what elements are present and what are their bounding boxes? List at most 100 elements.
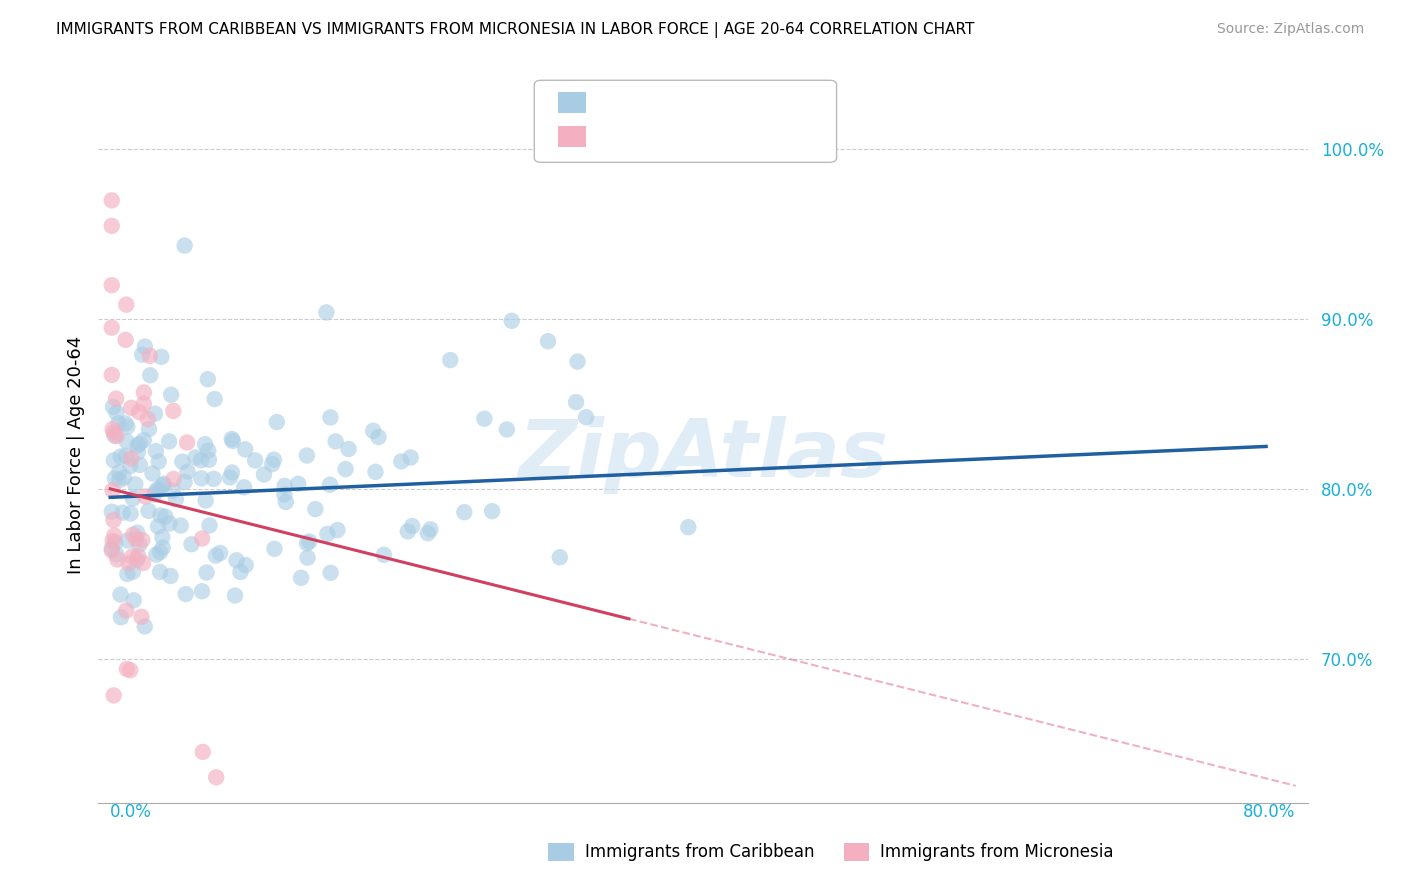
Point: [537, 334, 560, 349]
Point: [548, 550, 571, 565]
Point: [195, 566, 218, 580]
Point: [197, 372, 219, 386]
Point: [222, 434, 245, 448]
Text: Source: ZipAtlas.com: Source: ZipAtlas.com: [1216, 22, 1364, 37]
Point: [209, 546, 232, 560]
Point: [198, 518, 221, 533]
Point: [481, 504, 503, 518]
Point: [100, 278, 122, 293]
Point: [129, 436, 152, 450]
Point: [297, 550, 319, 565]
Point: [105, 552, 128, 566]
Point: [174, 587, 197, 601]
Point: [136, 412, 159, 426]
Point: [170, 518, 193, 533]
Point: [453, 505, 475, 519]
Point: [221, 432, 243, 446]
Point: [159, 569, 181, 583]
Point: [122, 593, 145, 607]
Point: [115, 298, 138, 312]
Point: [134, 340, 156, 354]
Point: [165, 492, 187, 507]
Text: Immigrants from Caribbean: Immigrants from Caribbean: [585, 843, 814, 861]
Point: [100, 320, 122, 334]
Point: [132, 433, 155, 447]
Point: [138, 422, 160, 436]
Point: [173, 475, 195, 489]
Point: [103, 428, 125, 442]
Point: [122, 491, 145, 506]
Point: [143, 487, 166, 501]
Point: [160, 388, 183, 402]
Point: [191, 532, 214, 546]
Point: [114, 333, 136, 347]
Point: [176, 435, 198, 450]
Point: [253, 467, 276, 482]
Point: [114, 449, 136, 463]
Point: [396, 524, 419, 539]
Point: [110, 610, 132, 624]
Point: [105, 406, 128, 420]
Point: [132, 385, 155, 400]
Point: [120, 663, 142, 677]
Point: [162, 404, 184, 418]
Point: [103, 453, 125, 467]
Point: [111, 506, 134, 520]
Point: [103, 513, 125, 527]
Point: [114, 417, 136, 431]
Point: [180, 537, 202, 551]
Point: [145, 483, 167, 498]
Point: [141, 467, 163, 481]
Point: [152, 478, 174, 492]
Point: [221, 466, 243, 480]
Point: [117, 419, 139, 434]
Point: [190, 471, 212, 485]
Point: [150, 530, 173, 544]
Point: [565, 395, 588, 409]
Point: [105, 429, 128, 443]
Point: [115, 434, 138, 449]
Text: 0.0%: 0.0%: [110, 803, 152, 821]
Point: [101, 483, 124, 498]
Point: [287, 476, 309, 491]
Point: [173, 238, 195, 252]
Point: [155, 509, 177, 524]
Point: [101, 368, 124, 382]
Point: [225, 553, 247, 567]
Point: [319, 566, 342, 580]
Point: [122, 527, 145, 541]
Point: [139, 368, 162, 383]
Point: [105, 392, 128, 406]
Point: [149, 508, 172, 523]
Point: [134, 619, 156, 633]
Point: [110, 450, 132, 464]
Text: R =  0.297   N = 146: R = 0.297 N = 146: [600, 94, 782, 112]
Point: [367, 430, 389, 444]
Point: [162, 472, 184, 486]
Point: [191, 584, 214, 599]
Point: [103, 425, 125, 440]
Point: [131, 533, 153, 548]
Point: [103, 528, 125, 542]
Point: [162, 483, 184, 498]
Point: [273, 487, 295, 501]
Point: [115, 662, 138, 676]
Point: [337, 442, 360, 456]
Point: [243, 453, 266, 467]
Point: [131, 348, 153, 362]
Point: [145, 444, 167, 458]
Point: [364, 465, 387, 479]
Point: [125, 553, 148, 567]
Point: [149, 545, 172, 559]
Point: [101, 543, 124, 558]
Point: [316, 527, 339, 541]
Point: [235, 558, 257, 573]
Point: [439, 353, 461, 368]
Point: [148, 482, 170, 496]
Point: [335, 462, 357, 476]
Text: 80.0%: 80.0%: [1243, 803, 1296, 821]
Point: [127, 549, 149, 564]
Point: [121, 549, 143, 564]
Point: [128, 538, 150, 552]
Point: [101, 400, 124, 414]
